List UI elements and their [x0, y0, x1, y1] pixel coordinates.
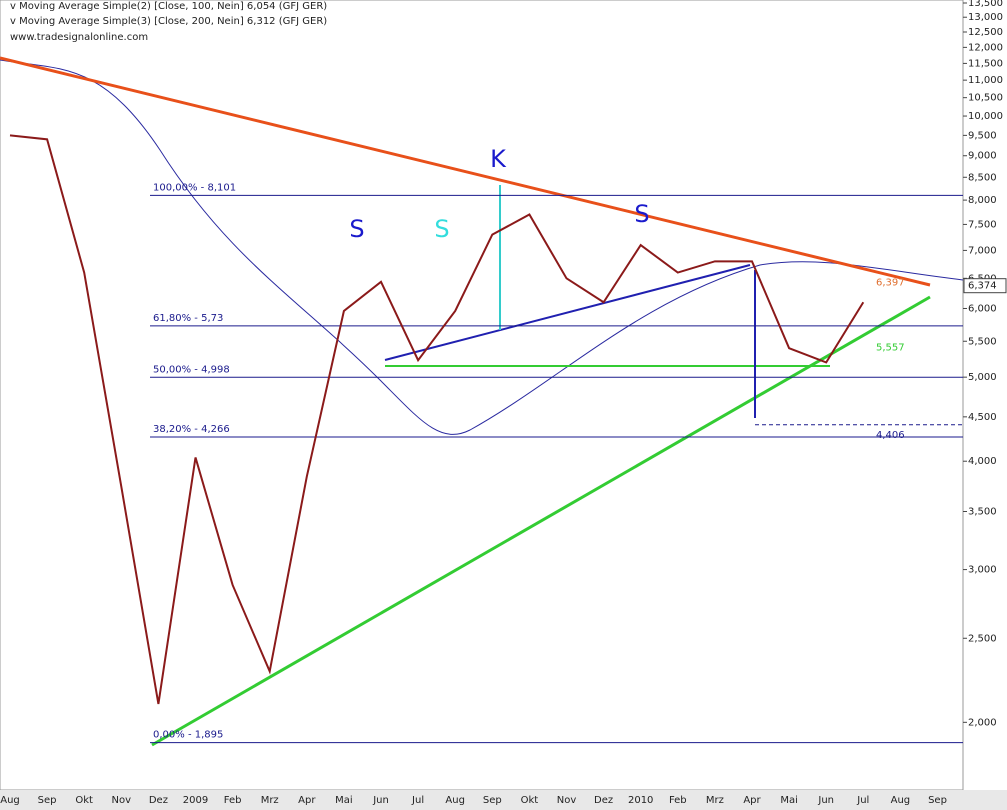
y-tick-label: 7,000: [968, 245, 997, 256]
x-tick-label: Nov: [112, 795, 132, 806]
y-tick-label: 13,000: [968, 12, 1003, 23]
y-tick-label: 10,500: [968, 93, 1003, 104]
level-label: 38,20% - 4,266: [153, 424, 230, 435]
y-tick-label: 13,500: [968, 0, 1003, 9]
last-price-label: 6,374: [968, 281, 997, 292]
blue-trendline: [384, 264, 751, 361]
y-tick-label: 7,500: [968, 219, 997, 230]
y-tick-label: 2,500: [968, 633, 997, 644]
x-tick-label: Okt: [521, 795, 539, 806]
header-line: v Moving Average Simple(3) [Close, 200, …: [10, 16, 327, 27]
plot-area: [0, 0, 964, 791]
y-tick-label: 9,000: [968, 151, 997, 162]
moving-average-200: [0, 59, 964, 435]
price-line: [9, 134, 865, 705]
y-tick-label: 4,500: [968, 412, 997, 423]
x-tick-label: Nov: [557, 795, 577, 806]
marker-label: 6,397: [876, 277, 905, 288]
x-tick-label: Aug: [445, 795, 465, 806]
y-tick-label: 11,500: [968, 58, 1003, 69]
y-tick-label: 4,000: [968, 456, 997, 467]
y-tick-label: 8,000: [968, 195, 997, 206]
x-tick-label: Sep: [38, 795, 57, 806]
pattern-label: S: [634, 200, 649, 228]
x-tick-label: Mrz: [706, 795, 724, 806]
x-tick-label: 2010: [628, 795, 653, 806]
support-trendline: [151, 295, 931, 747]
y-tick-label: 5,500: [968, 336, 997, 347]
x-tick-label: Jul: [411, 795, 424, 806]
x-tick-label: Jul: [856, 795, 869, 806]
x-tick-label: Okt: [75, 795, 93, 806]
level-label: 50,00% - 4,998: [153, 364, 230, 375]
pattern-label: S: [434, 215, 449, 243]
x-tick-label: Apr: [298, 795, 316, 806]
y-tick-label: 11,000: [968, 75, 1003, 86]
y-tick-label: 10,000: [968, 111, 1003, 122]
x-tick-label: Dez: [149, 795, 168, 806]
x-tick-label: Sep: [483, 795, 502, 806]
resistance-trendline: [0, 56, 931, 287]
y-tick-label: 12,500: [968, 27, 1003, 38]
y-tick-label: 8,500: [968, 172, 997, 183]
marker-label: 5,557: [876, 342, 905, 353]
header-line: www.tradesignalonline.com: [10, 32, 148, 43]
pattern-label: S: [349, 215, 364, 243]
level-label: 100,00% - 8,101: [153, 182, 236, 193]
pattern-label: K: [490, 145, 507, 173]
x-tick-label: Aug: [891, 795, 911, 806]
x-tick-label: Mrz: [261, 795, 279, 806]
x-tick-label: Jun: [372, 795, 389, 806]
x-tick-label: Feb: [669, 795, 687, 806]
y-tick-label: 6,000: [968, 303, 997, 314]
x-tick-label: Apr: [743, 795, 761, 806]
y-tick-label: 12,000: [968, 42, 1003, 53]
y-tick-label: 9,500: [968, 130, 997, 141]
x-tick-label: Jun: [817, 795, 834, 806]
y-tick-label: 5,000: [968, 372, 997, 383]
x-tick-label: 2009: [183, 795, 208, 806]
y-tick-label: 2,000: [968, 717, 997, 728]
x-tick-label: Mai: [335, 795, 353, 806]
x-tick-label: Dez: [594, 795, 613, 806]
level-label: 61,80% - 5,73: [153, 313, 223, 324]
marker-label: 4,406: [876, 430, 905, 441]
y-tick-label: 3,500: [968, 507, 997, 518]
x-tick-label: Feb: [224, 795, 242, 806]
x-tick-label: Sep: [928, 795, 947, 806]
header-line: v Moving Average Simple(2) [Close, 100, …: [10, 1, 327, 12]
level-label: 0,00% - 1,895: [153, 730, 223, 741]
last-price-box: [963, 278, 1007, 294]
y-tick-label: 3,000: [968, 565, 997, 576]
date-axis: [0, 790, 1007, 810]
x-tick-label: Mai: [780, 795, 798, 806]
x-tick-label: Aug: [0, 795, 20, 806]
